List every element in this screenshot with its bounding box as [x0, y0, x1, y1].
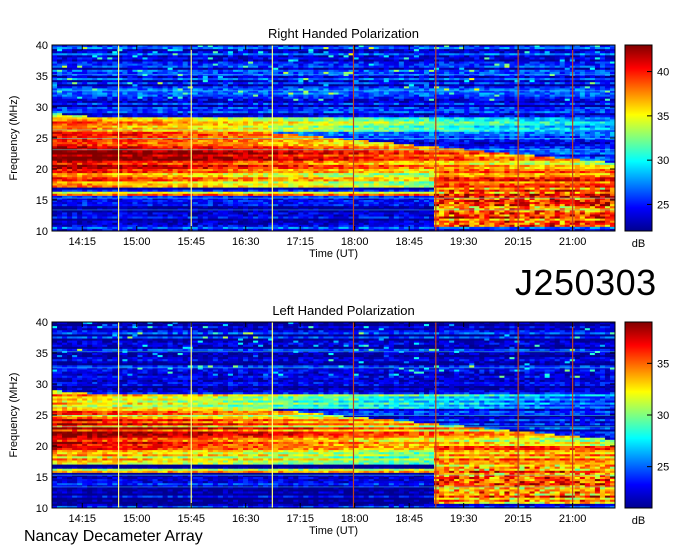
y-tick-label: 25: [36, 133, 48, 145]
x-tick-label: 17:15: [286, 513, 314, 525]
y-tick-label: 40: [36, 317, 48, 329]
panel-title: Right Handed Polarization: [268, 26, 419, 41]
colorbar-tick-label: 30: [657, 155, 669, 167]
x-tick-label: 21:00: [559, 513, 587, 525]
colorbar-tick-label: 30: [657, 410, 669, 422]
spectrogram-cells: [52, 322, 615, 508]
x-tick-label: 18:45: [395, 513, 423, 525]
colorbar-tick-label: 25: [657, 199, 669, 211]
left-polarization-panel: Left Handed Polarization 10 15 20 25 30 35 40 Fr…: [8, 303, 669, 537]
colorbar-tick-label: 25: [657, 462, 669, 474]
colorbar: 25 30 35 dB: [625, 322, 669, 527]
colorbar-label: dB: [632, 238, 645, 250]
y-tick-label: 30: [36, 102, 48, 114]
x-tick-label: 15:00: [123, 513, 151, 525]
x-tick-label: 15:45: [177, 236, 205, 248]
y-axis-label: Frequency (MHz): [8, 96, 20, 181]
x-tick-label: 18:00: [341, 236, 369, 248]
x-tick-label: 19:30: [450, 513, 478, 525]
right-polarization-panel: Right Handed Polarization 10 15 20 25 30 35 40 F…: [8, 26, 669, 260]
y-tick-label: 10: [36, 503, 48, 515]
observation-code: J250303: [515, 262, 657, 304]
y-tick-label: 40: [36, 40, 48, 52]
x-tick-label: 14:15: [69, 513, 97, 525]
x-tick-label: 15:45: [177, 513, 205, 525]
colorbar-gradient: [625, 45, 652, 231]
panel-title: Left Handed Polarization: [272, 303, 414, 318]
y-tick-label: 35: [36, 348, 48, 360]
colorbar-label: dB: [632, 515, 645, 527]
colorbar-tick-label: 35: [657, 358, 669, 370]
x-tick-label: 20:15: [504, 513, 532, 525]
x-axis-label: Time (UT): [309, 248, 358, 260]
colorbar-tick-label: 40: [657, 67, 669, 79]
y-tick-label: 30: [36, 379, 48, 391]
x-tick-label: 18:45: [395, 236, 423, 248]
x-tick-label: 15:00: [123, 236, 151, 248]
x-tick-label: 17:15: [286, 236, 314, 248]
colorbar-tick-label: 35: [657, 111, 669, 123]
y-tick-label: 15: [36, 195, 48, 207]
x-tick-label: 20:15: [504, 236, 532, 248]
y-tick-label: 15: [36, 472, 48, 484]
y-tick-label: 20: [36, 164, 48, 176]
y-tick-label: 20: [36, 441, 48, 453]
y-tick-label: 35: [36, 71, 48, 83]
x-tick-label: 19:30: [450, 236, 478, 248]
x-tick-label: 21:00: [559, 236, 587, 248]
x-tick-label: 18:00: [341, 513, 369, 525]
x-tick-label: 14:15: [69, 236, 97, 248]
x-axis-label: Time (UT): [309, 525, 358, 537]
y-axis-label: Frequency (MHz): [8, 373, 20, 458]
spectrogram-cells: [52, 45, 615, 231]
colorbar: 25 30 35 40 dB: [625, 45, 669, 250]
y-tick-label: 10: [36, 226, 48, 238]
y-tick-label: 25: [36, 410, 48, 422]
x-tick-label: 16:30: [232, 513, 260, 525]
observatory-label: Nancay Decameter Array: [24, 528, 203, 546]
x-tick-label: 16:30: [232, 236, 260, 248]
